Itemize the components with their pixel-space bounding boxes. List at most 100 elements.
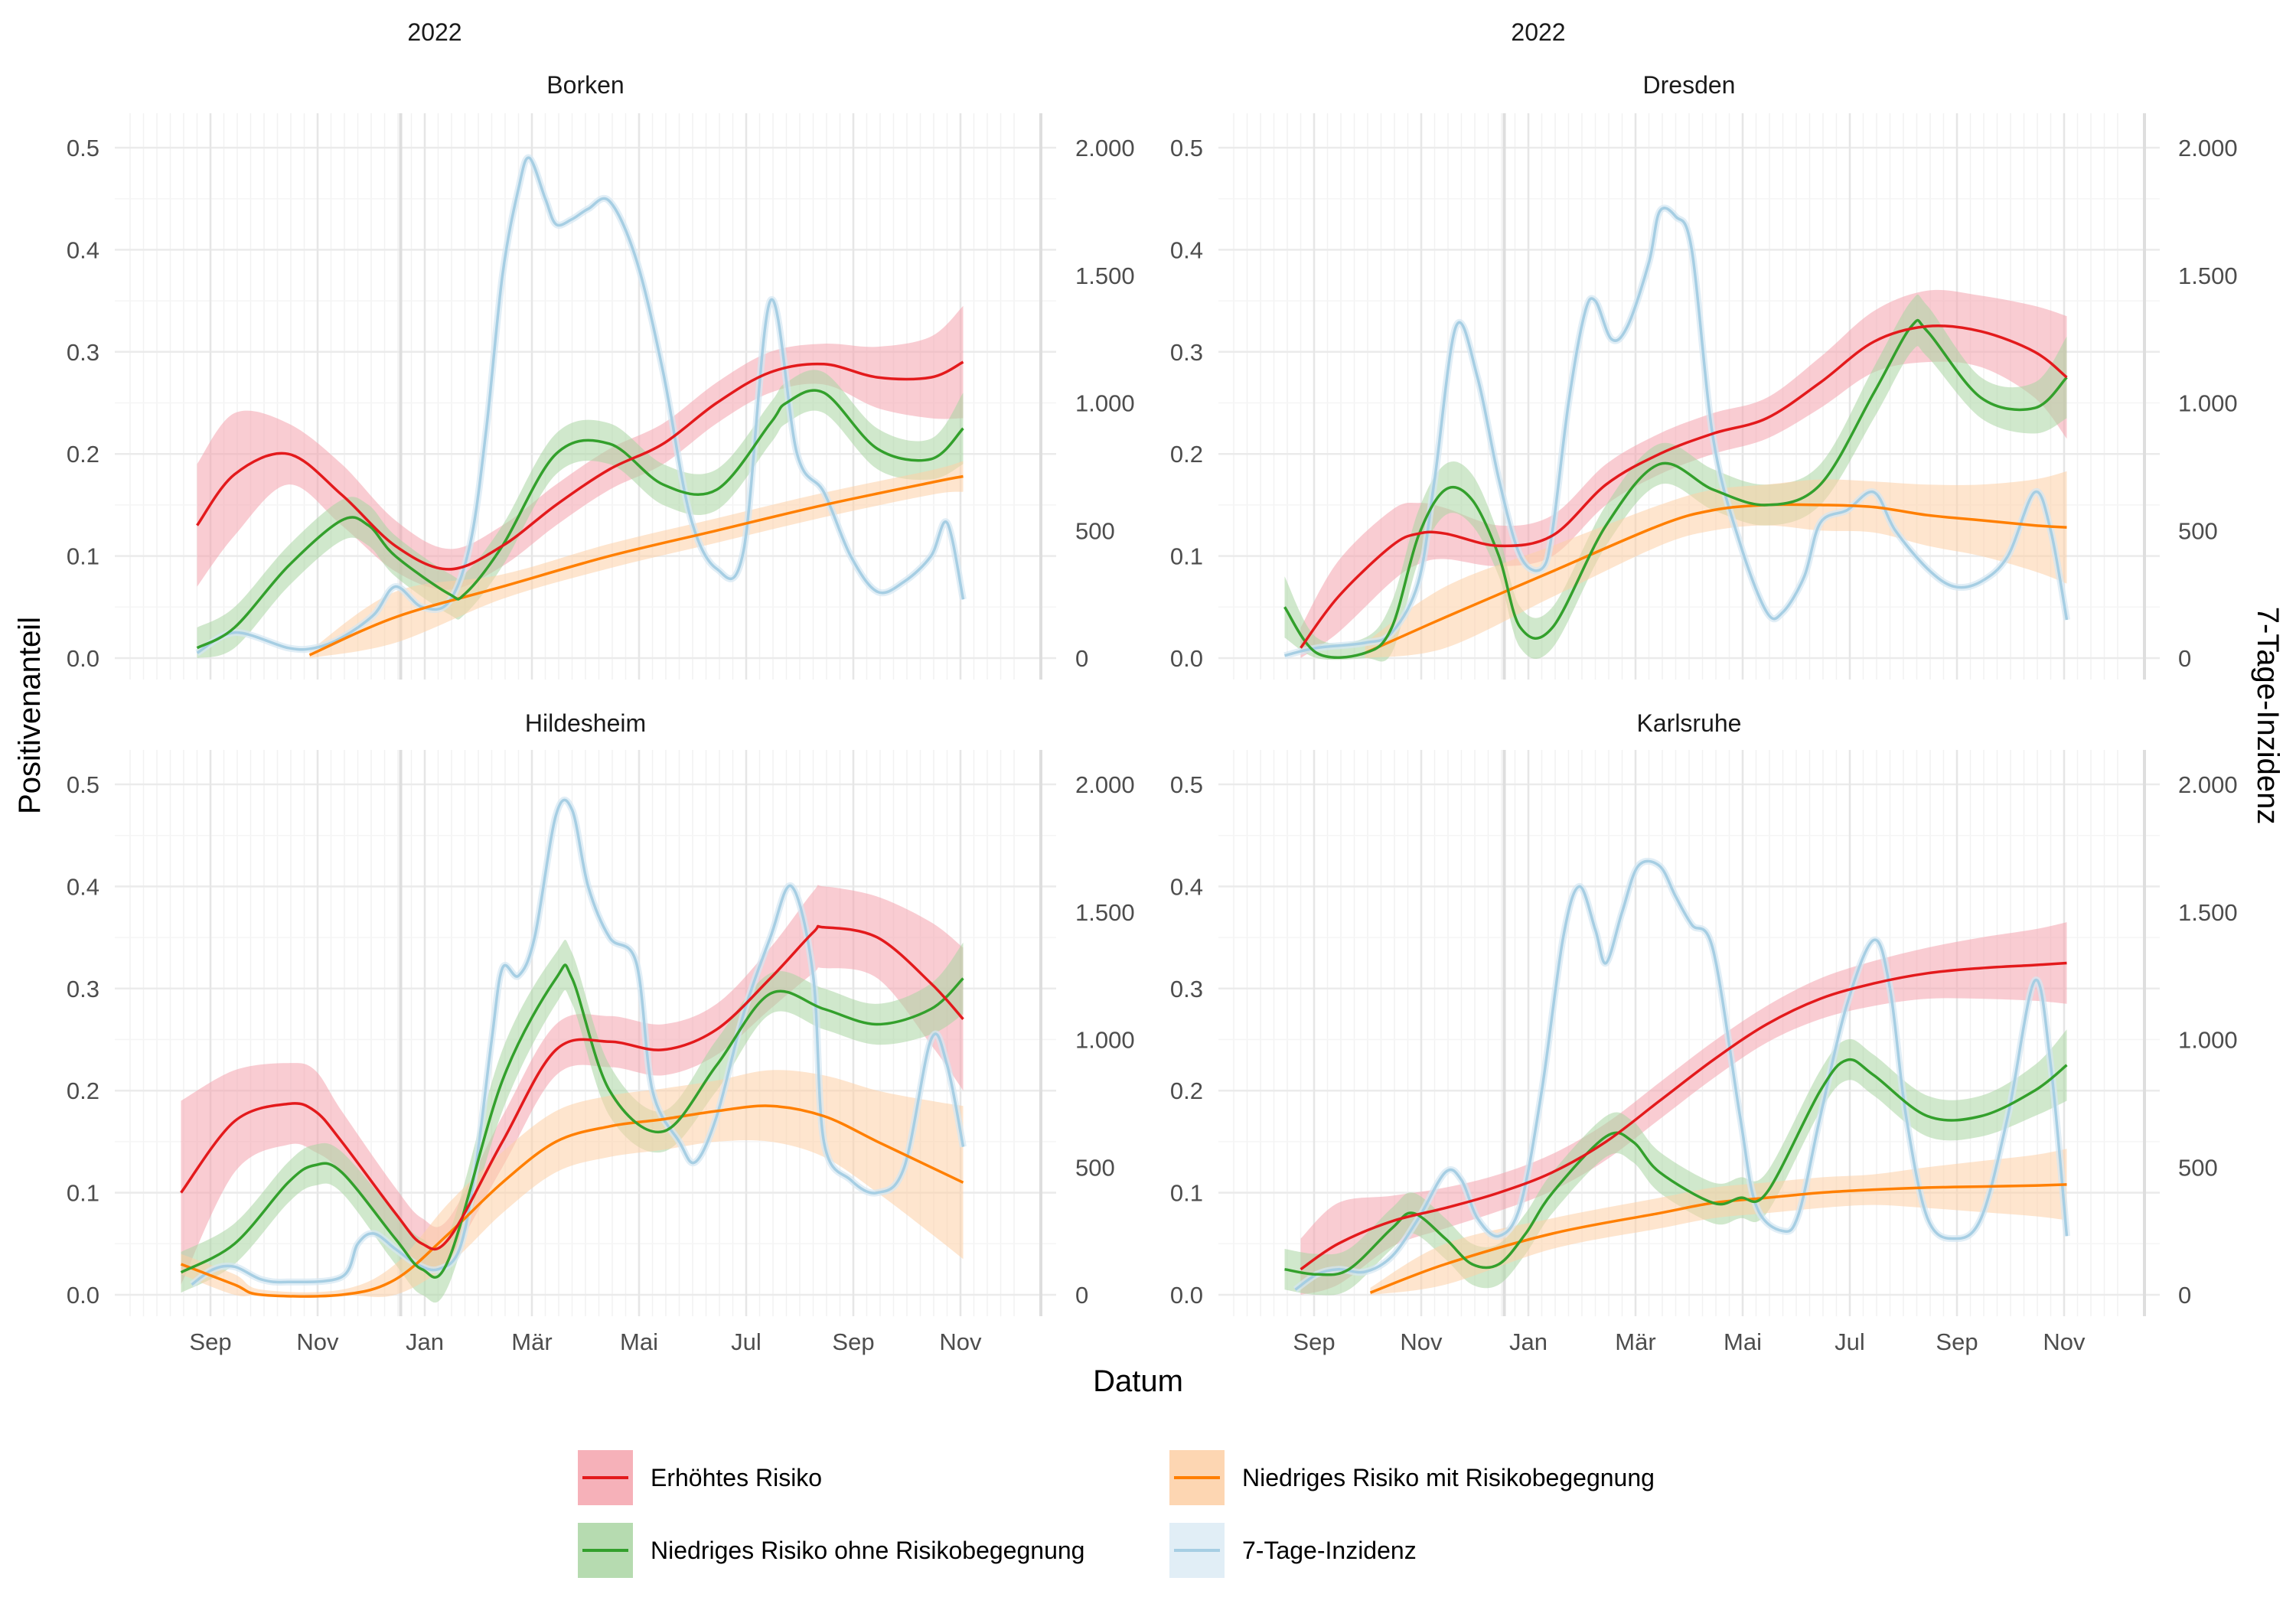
ribbon-ohne (1284, 294, 2067, 662)
panel-borken: Borken 0.0 0.1 0.2 0.3 0.4 0.5 0 500 1.000 1.500 2.… (67, 71, 1135, 680)
y2-tick-label: 0 (1075, 645, 1088, 672)
panel-title: Hildesheim (525, 709, 646, 737)
x-tick-label: Nov (1400, 1328, 1443, 1355)
x-tick-label: Sep (1293, 1328, 1335, 1355)
series-erhoht (1300, 961, 2067, 1271)
y2-tick-label: 500 (2178, 517, 2218, 544)
panel-karlsruhe: Karlsruhe 0.0 0.1 0.2 0.3 0.4 0.5 0 500 1.000 1.50… (1170, 709, 2238, 1355)
y-tick-label: 0.4 (1170, 873, 1203, 900)
y2-tick-label: 0 (2178, 645, 2191, 672)
y-tick-label: 0.0 (1170, 645, 1203, 672)
y-tick-label: 0.4 (67, 236, 99, 263)
x-axis-title: Datum (1093, 1364, 1183, 1398)
x-tick-label: Nov (2043, 1328, 2086, 1355)
series-ohne (1283, 318, 2068, 660)
y2-tick-label: 2.000 (2178, 135, 2238, 161)
y2-tick-label: 1.000 (1075, 1027, 1135, 1054)
x-tick-label: Jul (731, 1328, 762, 1355)
legend-label: 7-Tage-Inzidenz (1242, 1537, 1417, 1564)
y2-axis-title: 7-Tage-Inzidenz (2251, 607, 2285, 825)
ribbon-erhoht (1300, 922, 2067, 1295)
y-tick-label: 0.4 (1170, 236, 1203, 263)
series-mit (180, 1104, 964, 1298)
series-mit (308, 474, 964, 657)
legend-label: Niedriges Risiko ohne Risikobegegnung (651, 1537, 1084, 1564)
y2-tick-label: 0 (2178, 1282, 2191, 1309)
legend-item-inzidenz: 7-Tage-Inzidenz (1169, 1523, 1417, 1578)
y-tick-label: 0.5 (1170, 135, 1203, 161)
x-tick-label: Jan (1509, 1328, 1548, 1355)
panel-title: Karlsruhe (1637, 709, 1742, 737)
y-tick-label: 0.5 (1170, 771, 1203, 798)
x-tick-label: Sep (1936, 1328, 1978, 1355)
y-tick-label: 0.3 (1170, 976, 1203, 1002)
y-tick-label: 0.2 (67, 1077, 99, 1104)
x-tick-label: Sep (832, 1328, 874, 1355)
y2-tick-label: 500 (2178, 1154, 2218, 1181)
y2-tick-label: 2.000 (1075, 771, 1135, 798)
x-tick-label: Mai (620, 1328, 658, 1355)
y-tick-label: 0.4 (67, 873, 99, 900)
y2-tick-label: 0 (1075, 1282, 1088, 1309)
y-tick-label: 0.1 (1170, 543, 1203, 570)
y2-tick-label: 1.000 (1075, 390, 1135, 417)
y-axis-title: Positivenanteil (13, 617, 47, 814)
facet-panels: Borken 0.0 0.1 0.2 0.3 0.4 0.5 0 500 1.000 1.500 2.… (67, 71, 2238, 1355)
x-tick-label: Jan (406, 1328, 444, 1355)
y-tick-label: 0.2 (1170, 1077, 1203, 1104)
y-tick-label: 0.3 (67, 976, 99, 1002)
x-tick-label: Mai (1724, 1328, 1762, 1355)
y2-tick-label: 2.000 (1075, 135, 1135, 161)
series-erhoht (1300, 324, 2068, 649)
series-inzidenz (191, 798, 965, 1286)
panel-dresden: Dresden 0.0 0.1 0.2 0.3 0.4 0.5 0 500 1.000 1.500 2… (1170, 71, 2238, 680)
y-tick-label: 0.1 (1170, 1180, 1203, 1207)
y2-tick-label: 1.500 (2178, 899, 2238, 926)
y-tick-label: 0.2 (67, 441, 99, 468)
x-tick-label: Sep (189, 1328, 231, 1355)
legend: Erhöhtes Risiko Niedriges Risiko mit Risi… (578, 1450, 1655, 1578)
legend-item-erhoht: Erhöhtes Risiko (578, 1450, 822, 1505)
legend-label: Niedriges Risiko mit Risikobegegnung (1242, 1464, 1655, 1491)
year-label-left: 2022 (407, 18, 461, 46)
y2-tick-label: 1.500 (1075, 262, 1135, 289)
series-ohne (180, 963, 964, 1279)
x-tick-label: Mär (1615, 1328, 1655, 1355)
legend-item-ohne: Niedriges Risiko ohne Risikobegegnung (578, 1523, 1084, 1578)
y2-tick-label: 1.000 (2178, 1027, 2238, 1054)
y-tick-label: 0.2 (1170, 441, 1203, 468)
y-tick-label: 0.1 (67, 1180, 99, 1207)
series-mit (1369, 1183, 2067, 1294)
ribbon-erhoht (1300, 289, 2067, 658)
y-tick-label: 0.1 (67, 543, 99, 570)
panel-title: Dresden (1643, 71, 1736, 99)
series-inzidenz (1294, 859, 2069, 1291)
y2-tick-label: 2.000 (2178, 771, 2238, 798)
x-tick-label: Nov (296, 1328, 339, 1355)
y2-tick-label: 500 (1075, 1154, 1115, 1181)
y2-tick-label: 500 (1075, 517, 1115, 544)
y-tick-label: 0.0 (1170, 1282, 1203, 1309)
y2-tick-label: 1.500 (1075, 899, 1135, 926)
series-ohne (1284, 1058, 2068, 1276)
ribbon-ohne (181, 940, 964, 1303)
series-erhoht (196, 360, 964, 571)
y-tick-label: 0.5 (67, 771, 99, 798)
y2-tick-label: 1.000 (2178, 390, 2238, 417)
ribbon-mit (1370, 1149, 2067, 1295)
series-inzidenz (196, 156, 965, 654)
x-tick-label: Nov (939, 1328, 982, 1355)
y2-tick-label: 1.500 (2178, 262, 2238, 289)
y-tick-label: 0.3 (1170, 339, 1203, 366)
series-inzidenz (1284, 207, 2069, 657)
ribbon-ohne (197, 370, 964, 658)
year-label-right: 2022 (1511, 18, 1565, 46)
legend-label: Erhöhtes Risiko (651, 1464, 822, 1491)
x-tick-label: Jul (1835, 1328, 1865, 1355)
panel-hildesheim: Hildesheim 0.0 0.1 0.2 0.3 0.4 0.5 0 500 1.000 1.5… (67, 709, 1135, 1355)
y-tick-label: 0.0 (67, 645, 99, 672)
series-erhoht (180, 924, 964, 1251)
y-tick-label: 0.3 (67, 339, 99, 366)
legend-item-mit: Niedriges Risiko mit Risikobegegnung (1169, 1450, 1655, 1505)
